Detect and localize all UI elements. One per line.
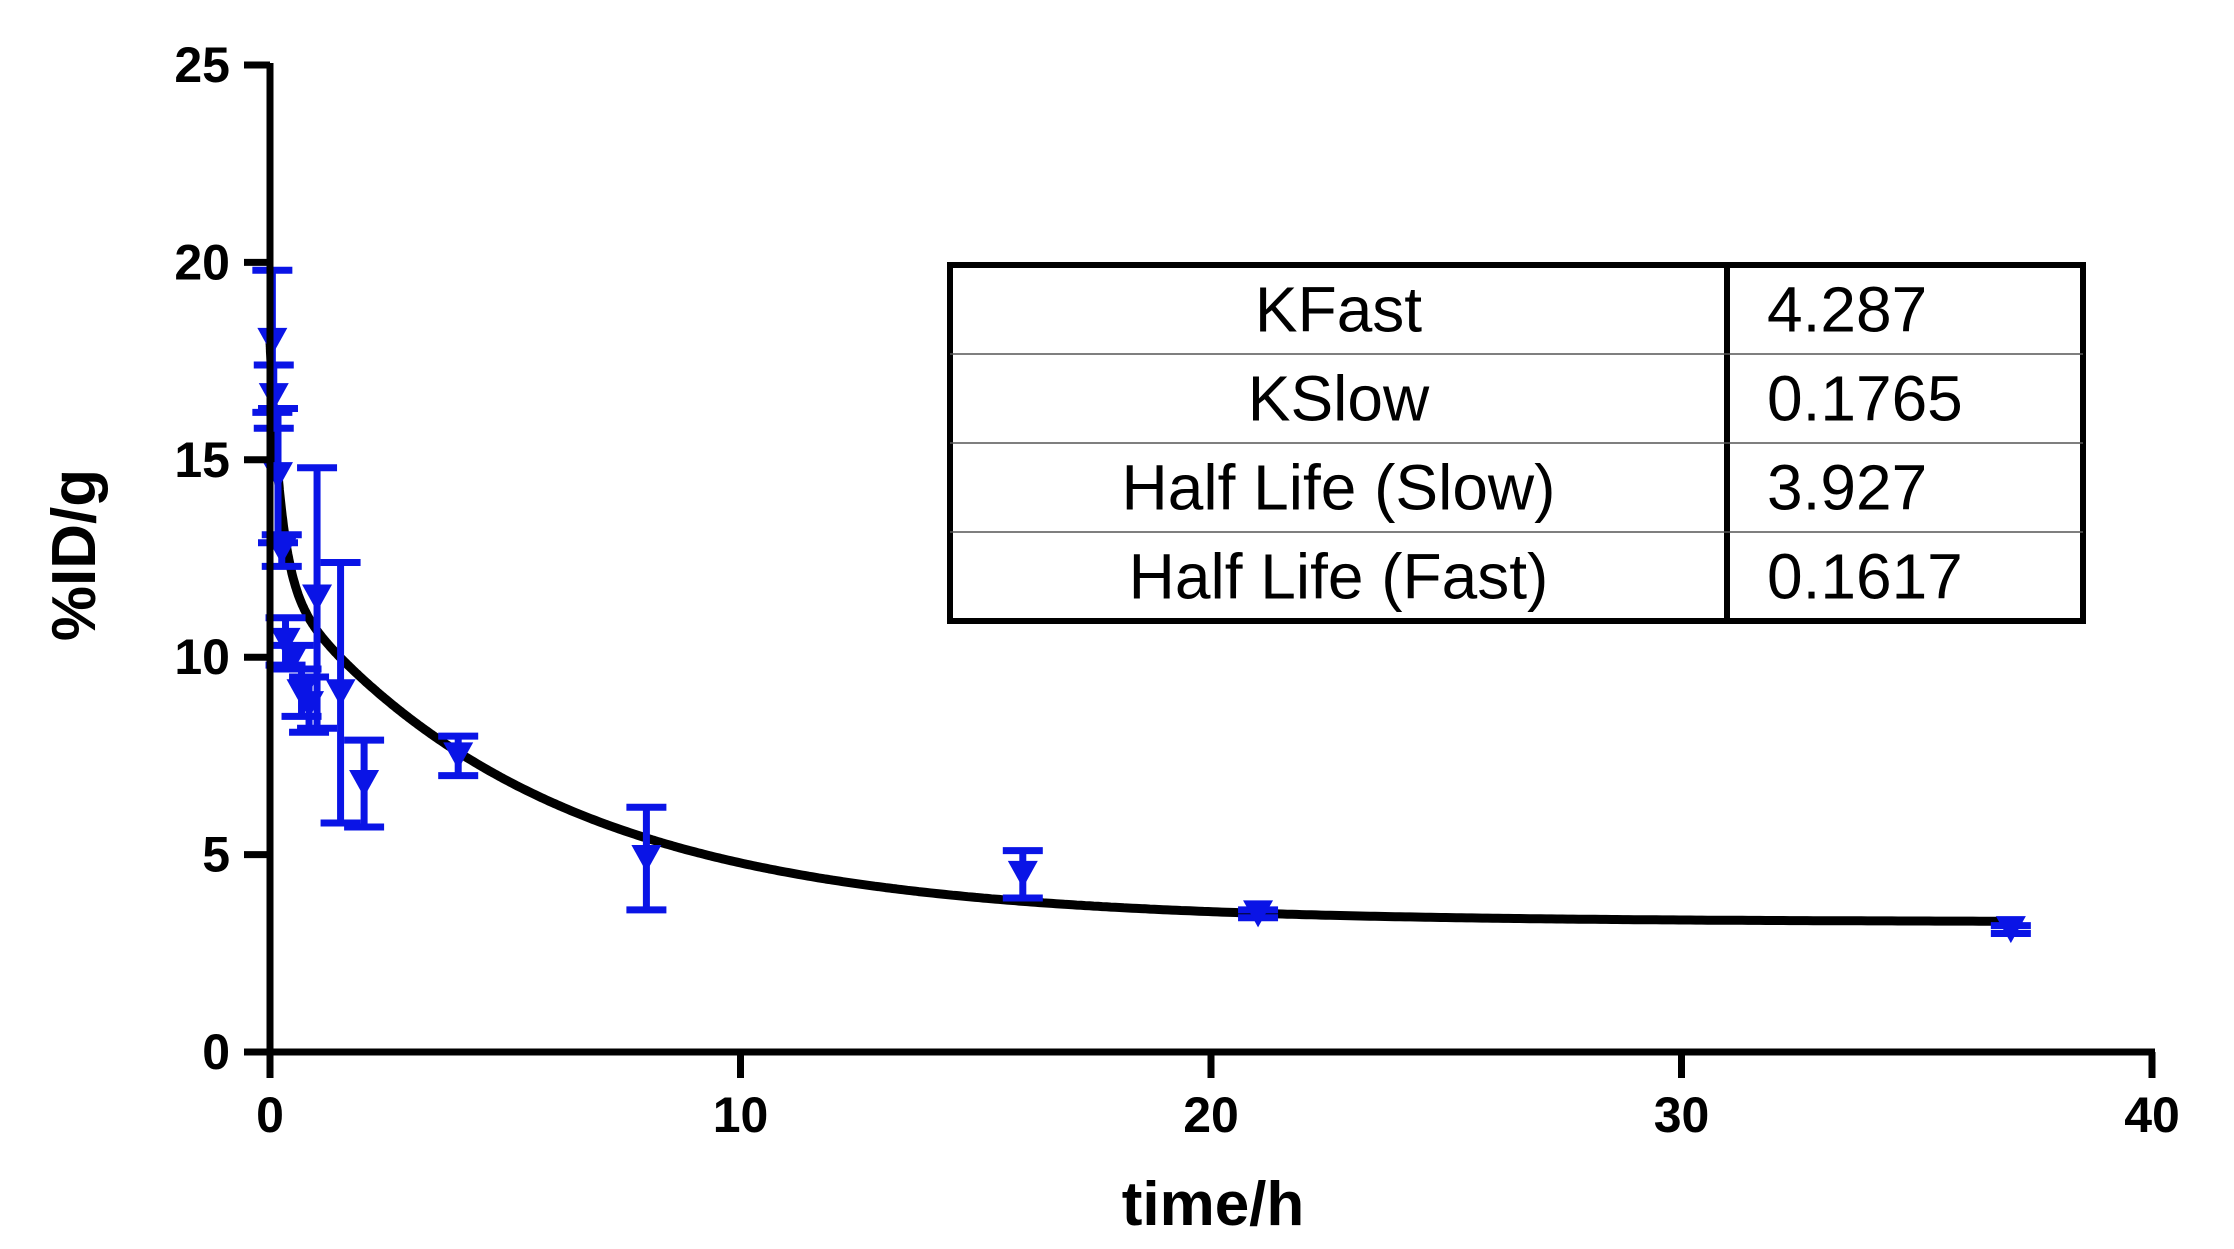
data-point (1002, 847, 1043, 902)
triangle-marker (266, 537, 297, 565)
data-point (1238, 900, 1279, 928)
y-tick-label: 25 (174, 37, 230, 93)
data-point (261, 531, 302, 570)
data-point (320, 558, 361, 827)
table-param-value: 4.287 (1767, 274, 1927, 346)
y-tick-label: 10 (174, 629, 230, 685)
triangle-marker (443, 742, 474, 770)
y-tick-label: 15 (174, 432, 230, 488)
triangle-marker (278, 643, 309, 671)
table-param-value: 3.927 (1767, 452, 1927, 524)
triangle-marker (302, 584, 333, 612)
triangle-marker (1995, 916, 2026, 944)
x-tick-label: 10 (713, 1087, 769, 1143)
table-param-label: KSlow (1248, 363, 1430, 435)
y-tick-label: 5 (202, 827, 230, 883)
data-point (626, 803, 667, 914)
table-param-value: 0.1617 (1767, 541, 1963, 613)
triangle-marker (1007, 860, 1038, 888)
x-tick-label: 20 (1183, 1087, 1239, 1143)
parameters-table: KFast 4.287 KSlow 0.1765 Half Life (Slow) 3.9… (947, 262, 2086, 624)
data-point (1990, 916, 2031, 944)
y-tick-label: 20 (174, 234, 230, 290)
triangle-marker (258, 383, 289, 411)
triangle-marker (270, 627, 301, 655)
triangle-marker (1243, 900, 1274, 928)
data-point (438, 732, 479, 780)
triangle-marker (631, 845, 662, 873)
data-point (297, 464, 338, 732)
fit-curve (265, 337, 2011, 926)
data-point (344, 736, 385, 831)
table-param-label: KFast (1255, 274, 1422, 346)
x-axis-title: time/h (1122, 1170, 1305, 1239)
y-axis-title: %ID/g (40, 469, 109, 641)
data-point (253, 361, 294, 432)
x-tick-label: 30 (1654, 1087, 1710, 1143)
table-param-value: 0.1765 (1767, 363, 1963, 435)
x-tick-label: 0 (256, 1087, 284, 1143)
x-tick-label: 40 (2124, 1087, 2180, 1143)
table-param-label: Half Life (Slow) (1122, 452, 1556, 524)
triangle-marker (325, 679, 356, 707)
y-tick-label: 0 (202, 1024, 230, 1080)
table-param-label: Half Life (Fast) (1129, 541, 1549, 613)
triangle-marker (349, 770, 380, 798)
